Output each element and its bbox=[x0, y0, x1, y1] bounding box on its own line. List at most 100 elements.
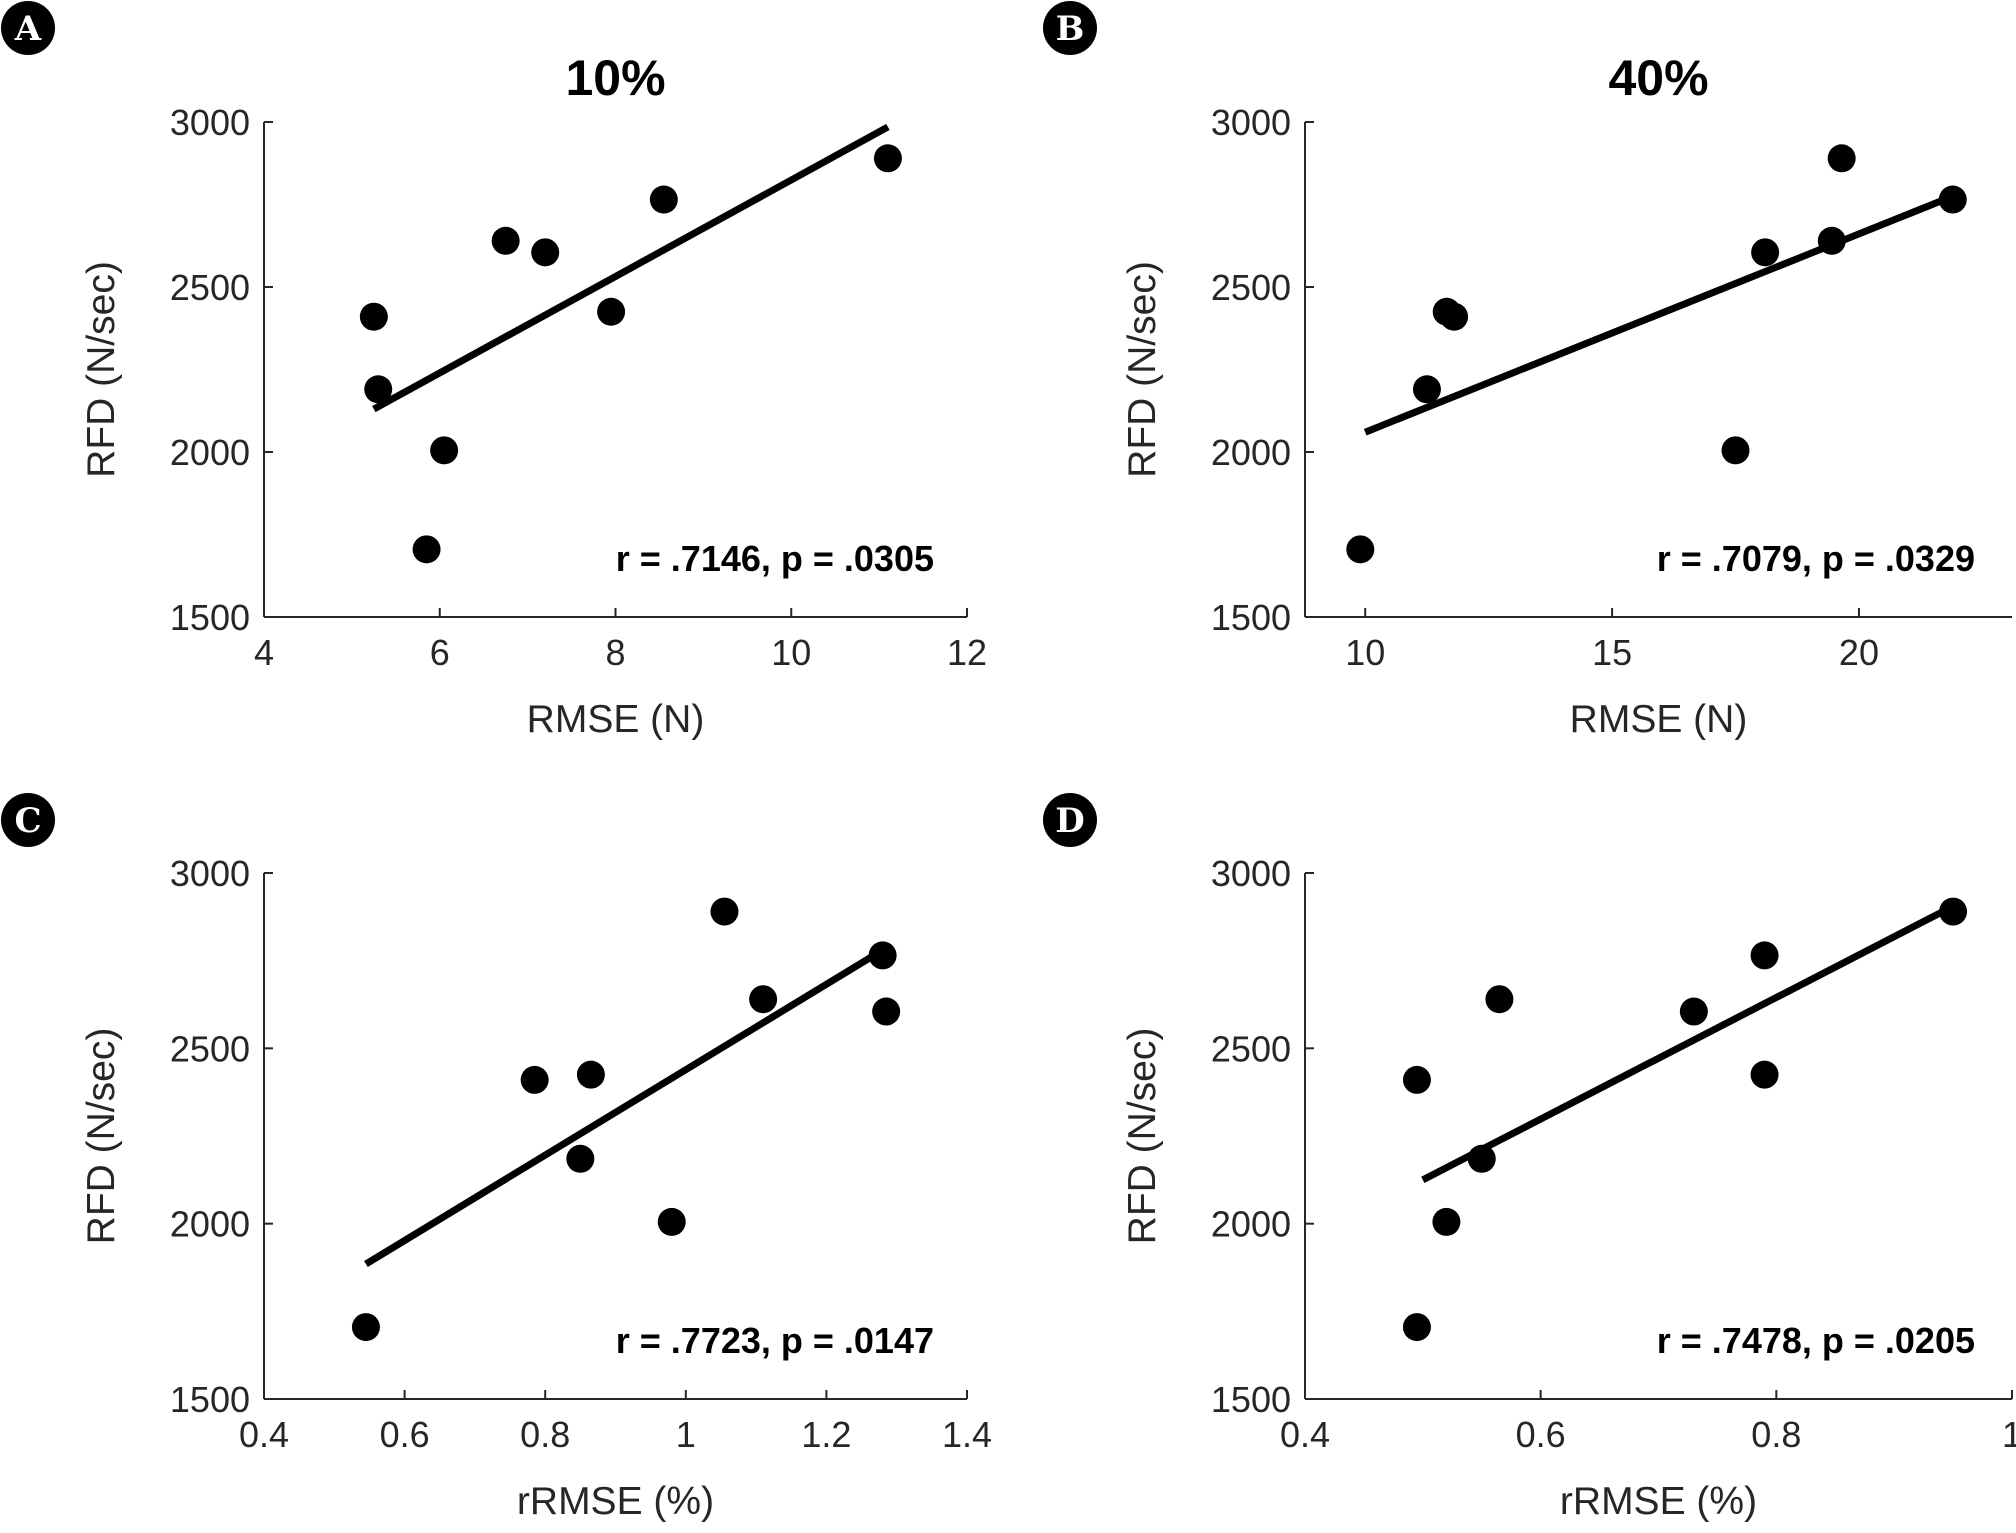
data-point bbox=[351, 1313, 380, 1342]
x-tick-label: 8 bbox=[605, 632, 625, 673]
panel-label-badge bbox=[1043, 1, 1097, 55]
y-tick-label: 2000 bbox=[170, 1204, 250, 1245]
y-tick-label: 2500 bbox=[1211, 1028, 1291, 1069]
y-tick-label: 1500 bbox=[170, 1379, 250, 1420]
data-point bbox=[531, 238, 560, 267]
data-point bbox=[1485, 985, 1514, 1014]
y-tick-label: 1500 bbox=[170, 597, 250, 638]
data-point bbox=[520, 1065, 549, 1094]
x-tick-label: 0.4 bbox=[239, 1414, 289, 1455]
y-axis-label: RFD (N/sec) bbox=[1121, 261, 1164, 478]
data-point bbox=[657, 1207, 686, 1236]
y-tick-label: 2500 bbox=[1211, 267, 1291, 308]
panel-label: A bbox=[14, 9, 42, 49]
y-axis-label: RFD (N/sec) bbox=[80, 1028, 123, 1245]
x-axis-label: rRMSE (%) bbox=[1560, 1480, 1757, 1523]
x-axis-label: RMSE (N) bbox=[1570, 698, 1748, 741]
x-tick-label: 10 bbox=[771, 632, 811, 673]
x-axis-label: RMSE (N) bbox=[527, 698, 705, 741]
regression-line bbox=[1421, 903, 1955, 1183]
data-point bbox=[1750, 941, 1779, 970]
data-point bbox=[1346, 535, 1375, 564]
y-tick-label: 1500 bbox=[1211, 1379, 1291, 1420]
data-point bbox=[576, 1060, 605, 1089]
correlation-annotation: r = .7079, p = .0329 bbox=[1657, 538, 1975, 579]
x-tick-label: 0.8 bbox=[520, 1414, 570, 1455]
data-point bbox=[1817, 226, 1846, 255]
correlation-annotation: r = .7478, p = .0205 bbox=[1657, 1320, 1975, 1361]
regression-line bbox=[372, 123, 890, 413]
data-point bbox=[1827, 144, 1856, 173]
data-point bbox=[710, 897, 739, 926]
y-tick-label: 2500 bbox=[170, 1028, 250, 1069]
y-axis-label: RFD (N/sec) bbox=[1121, 1028, 1164, 1245]
data-point bbox=[1938, 185, 1967, 214]
chart-title: 40% bbox=[1608, 50, 1708, 106]
y-tick-label: 2500 bbox=[170, 267, 250, 308]
x-tick-label: 0.6 bbox=[380, 1414, 430, 1455]
x-tick-label: 1 bbox=[2002, 1414, 2016, 1455]
data-point bbox=[749, 985, 778, 1014]
data-point bbox=[872, 997, 901, 1026]
data-point bbox=[873, 144, 902, 173]
data-point bbox=[566, 1144, 595, 1173]
panel-label-badge bbox=[1, 793, 55, 847]
y-tick-label: 2000 bbox=[170, 432, 250, 473]
x-tick-label: 10 bbox=[1345, 632, 1385, 673]
data-point bbox=[1440, 302, 1469, 331]
data-point bbox=[1432, 1207, 1461, 1236]
panel-label: B bbox=[1056, 9, 1085, 49]
data-point bbox=[1750, 1060, 1779, 1089]
regression-line bbox=[1363, 193, 1955, 436]
panel-label-badge bbox=[1043, 793, 1097, 847]
data-point bbox=[1402, 1065, 1431, 1094]
x-axis-label: rRMSE (%) bbox=[517, 1480, 714, 1523]
correlation-annotation: r = .7146, p = .0305 bbox=[616, 538, 934, 579]
data-point bbox=[412, 535, 441, 564]
panel-b: B 40% 10 15 20 1500 2000 2500 3000 RMSE (N) RFD (N… bbox=[1043, 1, 2012, 741]
data-point bbox=[430, 436, 459, 465]
regression-line bbox=[364, 947, 885, 1267]
data-point bbox=[359, 302, 388, 331]
panel-label-badge bbox=[1, 1, 55, 55]
y-tick-label: 3000 bbox=[170, 853, 250, 894]
x-tick-label: 4 bbox=[254, 632, 274, 673]
data-point bbox=[649, 185, 678, 214]
y-tick-label: 3000 bbox=[1211, 853, 1291, 894]
y-tick-label: 2000 bbox=[1211, 432, 1291, 473]
panel-a: A 10% 4 6 8 10 12 1500 2000 2500 3000 RMSE (N) RFD (… bbox=[1, 1, 987, 741]
panel-c: C 0.4 0.6 0.8 1 1.2 1.4 1500 2000 2500 3000 rRMSE (… bbox=[1, 793, 992, 1523]
data-point bbox=[491, 226, 520, 255]
x-tick-label: 0.6 bbox=[1516, 1414, 1566, 1455]
y-tick-label: 1500 bbox=[1211, 597, 1291, 638]
y-tick-label: 3000 bbox=[1211, 102, 1291, 143]
x-tick-label: 1 bbox=[676, 1414, 696, 1455]
x-tick-label: 15 bbox=[1592, 632, 1632, 673]
data-point bbox=[1751, 238, 1780, 267]
correlation-annotation: r = .7723, p = .0147 bbox=[616, 1320, 934, 1361]
x-tick-label: 1.2 bbox=[801, 1414, 851, 1455]
data-point bbox=[364, 375, 393, 404]
panel-label: D bbox=[1055, 801, 1084, 841]
x-tick-label: 12 bbox=[947, 632, 987, 673]
x-tick-label: 0.4 bbox=[1280, 1414, 1330, 1455]
chart-title: 10% bbox=[565, 50, 665, 106]
panel-label: C bbox=[14, 801, 41, 841]
data-point bbox=[1679, 997, 1708, 1026]
data-point bbox=[1721, 436, 1750, 465]
data-point bbox=[868, 941, 897, 970]
data-point bbox=[1412, 375, 1441, 404]
data-point bbox=[597, 297, 626, 326]
y-tick-label: 3000 bbox=[170, 102, 250, 143]
data-point bbox=[1467, 1144, 1496, 1173]
x-tick-label: 1.4 bbox=[942, 1414, 992, 1455]
data-point bbox=[1402, 1313, 1431, 1342]
panel-d: D 0.4 0.6 0.8 1 1500 2000 2500 3000 rRMSE (%) RFD … bbox=[1043, 793, 2016, 1523]
data-point bbox=[1939, 897, 1968, 926]
x-tick-label: 20 bbox=[1839, 632, 1879, 673]
y-axis-label: RFD (N/sec) bbox=[80, 261, 123, 478]
x-tick-label: 6 bbox=[430, 632, 450, 673]
y-tick-label: 2000 bbox=[1211, 1204, 1291, 1245]
x-tick-label: 0.8 bbox=[1751, 1414, 1801, 1455]
